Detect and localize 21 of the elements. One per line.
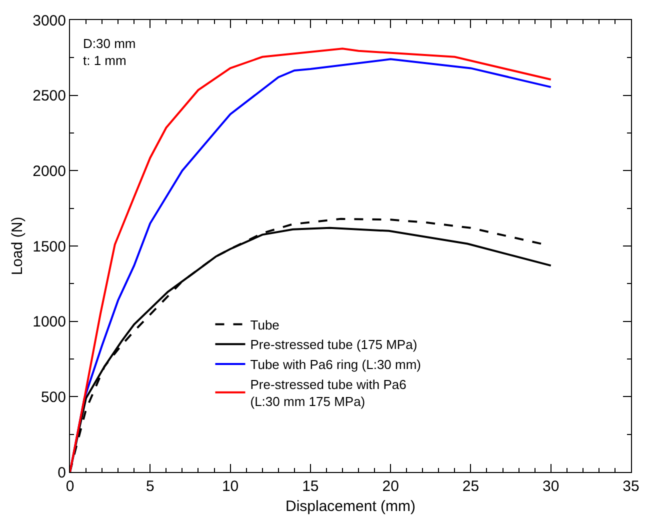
x-tick-label: 25 [462,478,480,495]
y-tick-label: 2000 [32,162,66,180]
x-tick-label: 10 [222,478,239,495]
y-tick-label: 500 [40,388,66,406]
y-tick-label: 1000 [32,314,66,331]
x-tick-label: 20 [382,478,399,495]
annotation: D:30 mm t: 1 mm [83,36,136,68]
y-tick-label: 3000 [32,12,66,30]
legend-label: Tube with Pa6 ring (L:30 mm) [250,357,422,372]
x-tick-label: 30 [542,478,560,495]
x-tick-label: 35 [622,478,640,495]
y-tick-label: 2500 [32,88,66,105]
legend-label: Tube [250,317,280,332]
x-axis-title: Displacement (mm) [285,498,416,515]
x-tick-label: 5 [146,478,154,495]
legend-label: Pre-stressed tube with Pa6 (L:30 mm 175 MPa) [250,377,406,409]
y-tick-label: 1500 [32,238,66,256]
y-tick-label: 0 [58,464,66,482]
x-tick-label: 15 [302,478,319,495]
legend-label: Pre-stressed tube (175 MPa) [250,337,418,352]
y-axis-title: Load (N) [8,216,26,276]
